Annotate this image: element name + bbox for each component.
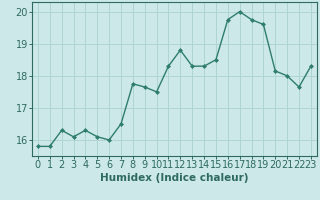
X-axis label: Humidex (Indice chaleur): Humidex (Indice chaleur) [100, 173, 249, 183]
